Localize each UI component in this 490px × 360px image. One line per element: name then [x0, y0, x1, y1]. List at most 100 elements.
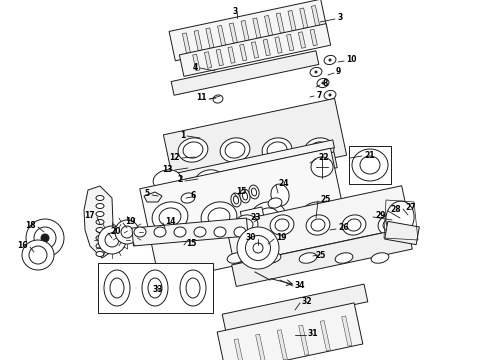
Ellipse shape [239, 219, 253, 231]
Text: 15: 15 [236, 188, 246, 197]
Text: 34: 34 [295, 280, 305, 289]
Ellipse shape [268, 198, 282, 208]
Polygon shape [320, 320, 330, 351]
Ellipse shape [105, 233, 119, 247]
Ellipse shape [96, 243, 104, 248]
Text: 1: 1 [180, 130, 185, 139]
Text: 3: 3 [232, 8, 238, 17]
Text: 18: 18 [25, 221, 36, 230]
Text: 17: 17 [84, 211, 95, 220]
Ellipse shape [324, 90, 336, 100]
Ellipse shape [231, 193, 241, 207]
Ellipse shape [96, 203, 104, 208]
Ellipse shape [315, 71, 317, 73]
Polygon shape [256, 334, 266, 360]
Ellipse shape [225, 142, 245, 158]
Text: 25: 25 [315, 251, 325, 260]
Ellipse shape [227, 253, 245, 263]
Polygon shape [265, 15, 272, 36]
Text: 22: 22 [318, 153, 328, 162]
Text: 33: 33 [153, 285, 163, 294]
Polygon shape [163, 152, 337, 204]
Ellipse shape [335, 253, 353, 263]
Polygon shape [132, 218, 248, 246]
Ellipse shape [262, 138, 292, 162]
Text: 9: 9 [336, 68, 341, 77]
Polygon shape [241, 21, 249, 41]
Ellipse shape [96, 195, 104, 201]
Ellipse shape [148, 278, 162, 298]
Ellipse shape [263, 253, 281, 263]
Ellipse shape [317, 78, 329, 87]
Polygon shape [263, 39, 270, 56]
Polygon shape [217, 303, 363, 360]
Text: 16: 16 [18, 242, 28, 251]
Polygon shape [275, 37, 282, 53]
Ellipse shape [279, 170, 307, 190]
Polygon shape [253, 18, 261, 38]
Polygon shape [298, 32, 306, 48]
Ellipse shape [309, 142, 329, 158]
Polygon shape [216, 49, 223, 66]
Text: 32: 32 [302, 297, 313, 306]
Text: 20: 20 [110, 228, 121, 237]
Ellipse shape [275, 219, 289, 231]
Polygon shape [276, 13, 284, 33]
Text: 8: 8 [322, 80, 327, 89]
Ellipse shape [352, 149, 388, 181]
Polygon shape [225, 186, 411, 264]
Polygon shape [300, 8, 308, 28]
Polygon shape [288, 10, 296, 31]
Text: 15: 15 [186, 239, 196, 248]
Ellipse shape [104, 270, 130, 306]
Ellipse shape [240, 189, 250, 203]
Ellipse shape [34, 227, 56, 249]
Polygon shape [179, 24, 331, 76]
Polygon shape [232, 228, 412, 287]
Text: 19: 19 [125, 217, 136, 226]
Polygon shape [84, 186, 114, 258]
Ellipse shape [237, 170, 265, 190]
Ellipse shape [180, 270, 206, 306]
Ellipse shape [214, 227, 226, 237]
Ellipse shape [306, 215, 330, 235]
Ellipse shape [253, 243, 263, 253]
Ellipse shape [134, 227, 146, 237]
Ellipse shape [234, 227, 246, 237]
Polygon shape [277, 330, 287, 360]
Polygon shape [299, 325, 309, 355]
Text: 10: 10 [346, 55, 357, 64]
Polygon shape [98, 263, 213, 313]
Polygon shape [171, 51, 319, 95]
Ellipse shape [386, 201, 414, 235]
Ellipse shape [243, 192, 247, 200]
Ellipse shape [329, 94, 331, 96]
Ellipse shape [371, 253, 389, 263]
Ellipse shape [110, 278, 124, 298]
Ellipse shape [174, 227, 186, 237]
Text: 31: 31 [308, 329, 318, 338]
Text: 27: 27 [405, 203, 416, 212]
Polygon shape [163, 98, 346, 192]
Ellipse shape [270, 215, 294, 235]
Text: 30: 30 [245, 234, 256, 243]
Polygon shape [312, 5, 319, 26]
Polygon shape [162, 140, 334, 184]
Text: 5: 5 [145, 189, 150, 198]
Ellipse shape [267, 142, 287, 158]
Ellipse shape [186, 278, 200, 298]
Ellipse shape [324, 55, 336, 64]
Ellipse shape [213, 95, 223, 103]
Text: 2: 2 [178, 175, 183, 184]
Ellipse shape [233, 196, 239, 204]
Ellipse shape [257, 208, 279, 226]
Polygon shape [218, 26, 225, 46]
Ellipse shape [121, 226, 133, 238]
Polygon shape [169, 0, 327, 61]
Ellipse shape [183, 142, 203, 158]
Polygon shape [193, 54, 200, 71]
Polygon shape [204, 52, 212, 68]
Polygon shape [234, 339, 245, 360]
Ellipse shape [115, 220, 139, 244]
Ellipse shape [234, 215, 258, 235]
